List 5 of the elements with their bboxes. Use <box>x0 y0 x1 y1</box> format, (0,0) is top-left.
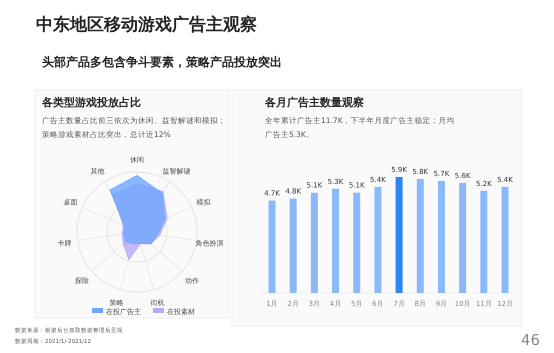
chart-title: 各类型游戏投放占比 <box>41 96 141 109</box>
text: 头部产品多包含争斗要素，策略产品投放突出 <box>42 55 282 69</box>
text: 46 <box>520 331 540 349</box>
text: 中东地区移动游戏广告主观察 <box>36 15 257 35</box>
chart-title: 各月广告主数量观察 <box>264 96 364 109</box>
